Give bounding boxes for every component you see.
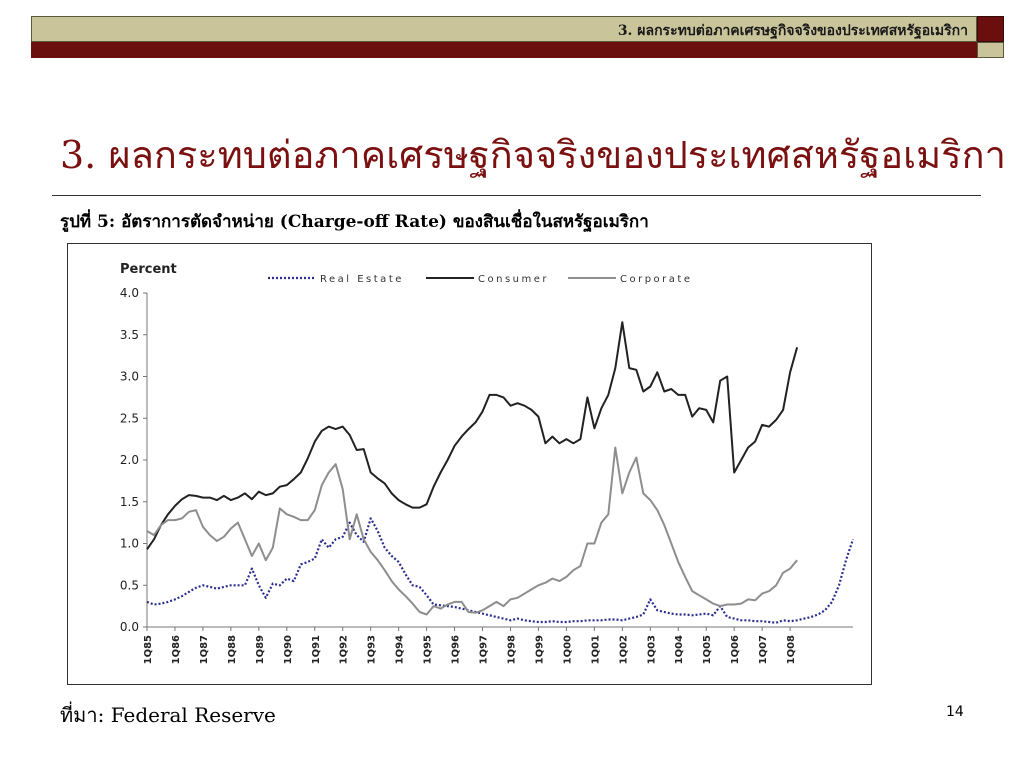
- x-tick-label: 1Q91: [311, 635, 322, 664]
- breadcrumb: 3. ผลกระทบต่อภาคเศรษฐกิจจริงของประเทศสหร…: [617, 23, 968, 39]
- x-tick-label: 1Q96: [451, 635, 462, 664]
- x-tick-label: 1Q93: [367, 635, 378, 664]
- y-tick-label: 0.5: [120, 578, 139, 592]
- header-stripe: [31, 42, 977, 58]
- x-tick-label: 1Q05: [702, 635, 713, 664]
- x-tick-label: 1Q89: [255, 635, 266, 664]
- x-tick-label: 1Q90: [283, 635, 294, 664]
- series-line-real-estate: [146, 517, 855, 624]
- line-chart: Percent Real Estate Consumer Corporate 0.0…: [120, 262, 855, 664]
- figure-caption: รูปที่ 5: อัตราการตัดจำหน่าย (Charge-off…: [60, 212, 649, 232]
- header-bar: 3. ผลกระทบต่อภาคเศรษฐกิจจริงของประเทศสหร…: [31, 16, 977, 42]
- legend: Real Estate Consumer Corporate: [268, 274, 693, 285]
- legend-label: Corporate: [620, 274, 693, 285]
- chart-frame: Percent Real Estate Consumer Corporate 0.0…: [67, 243, 872, 685]
- y-tick-label: 4.0: [120, 286, 139, 300]
- title-divider: [52, 195, 981, 196]
- series-line-consumer: [146, 321, 799, 550]
- x-axis: 1Q85 1Q86 1Q87 1Q88 1Q89 1Q90 1Q91 1Q92 1Q93 1Q94…: [143, 626, 853, 664]
- x-tick-label: 1Q00: [562, 635, 573, 664]
- y-axis: 0.0 0.5 1.0 1.5 2.0 2.5 3.0 3.5 4.0: [120, 286, 148, 634]
- x-tick-label: 1Q07: [758, 635, 769, 664]
- slide-title: 3. ผลกระทบต่อภาคเศรษฐกิจจริงของประเทศสหร…: [60, 133, 1006, 177]
- x-tick-label: 1Q87: [199, 635, 210, 664]
- x-tick-label: 1Q94: [395, 635, 406, 664]
- header-accent-block: [977, 16, 1004, 42]
- y-tick-label: 1.5: [120, 495, 139, 509]
- page-number: 14: [946, 704, 964, 720]
- y-axis-label: Percent: [120, 262, 177, 277]
- y-tick-label: 2.5: [120, 411, 139, 425]
- x-tick-label: 1Q01: [590, 635, 601, 664]
- x-tick-label: 1Q92: [339, 635, 350, 664]
- y-tick-label: 0.0: [120, 620, 139, 634]
- header-stripe-accent: [977, 42, 1004, 58]
- y-tick-label: 1.0: [120, 537, 139, 551]
- legend-label: Consumer: [478, 274, 549, 285]
- series-line-corporate: [146, 446, 798, 616]
- x-tick-label: 1Q86: [171, 635, 182, 664]
- x-tick-label: 1Q02: [618, 635, 629, 664]
- series-lines: [146, 321, 855, 624]
- y-tick-label: 2.0: [120, 453, 139, 467]
- x-tick-label: 1Q99: [534, 635, 545, 664]
- x-tick-label: 1Q04: [674, 635, 685, 664]
- x-tick-label: 1Q03: [646, 635, 657, 664]
- source-note: ที่มา: Federal Reserve: [60, 703, 276, 727]
- x-tick-label: 1Q88: [227, 635, 238, 664]
- x-tick-label: 1Q85: [143, 635, 154, 664]
- x-tick-label: 1Q08: [786, 635, 797, 664]
- x-tick-label: 1Q06: [730, 635, 741, 664]
- y-tick-label: 3.5: [120, 328, 139, 342]
- x-tick-label: 1Q98: [506, 635, 517, 664]
- y-tick-label: 3.0: [120, 370, 139, 384]
- x-tick-label: 1Q97: [479, 635, 490, 664]
- x-tick-label: 1Q95: [423, 635, 434, 664]
- legend-label: Real Estate: [320, 274, 404, 285]
